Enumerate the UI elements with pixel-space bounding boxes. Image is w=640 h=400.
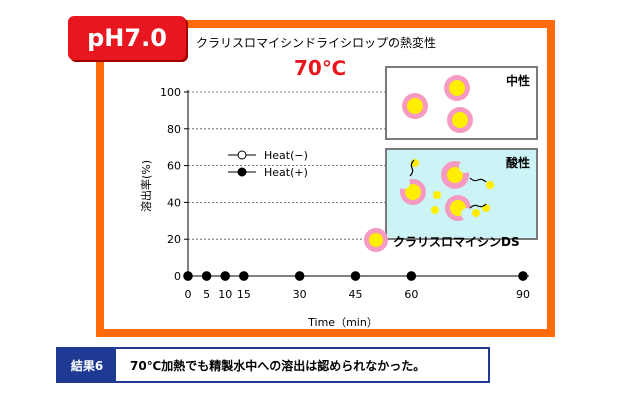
release-arrow xyxy=(409,159,415,177)
y-tick-label: 100 xyxy=(160,86,181,99)
released-drug-dot xyxy=(433,191,441,199)
acid-label: 酸性 xyxy=(505,156,530,170)
result-label: 結果6 xyxy=(58,349,116,381)
data-point-heat-plus xyxy=(220,271,230,281)
neutral-particle-3-core xyxy=(452,112,468,128)
result-text: 70℃加熱でも精製水中への溶出は認められなかった。 xyxy=(130,358,426,373)
ph-badge: pH7.0 xyxy=(68,16,186,60)
y-tick-label: 40 xyxy=(167,196,181,209)
legend-drug-particle-core xyxy=(369,233,383,247)
data-point-heat-plus xyxy=(518,271,528,281)
data-point-heat-plus xyxy=(201,271,212,281)
temperature-label: 70℃ xyxy=(294,56,347,80)
release-arrow xyxy=(469,203,487,209)
released-drug-dot xyxy=(472,209,480,217)
x-tick-label: 90 xyxy=(516,288,530,301)
acid-particle-2-core xyxy=(447,167,463,183)
data-series xyxy=(183,271,528,281)
data-point-heat-plus xyxy=(239,271,249,281)
drug-legend-label: クラリスロマイシンDS xyxy=(393,235,520,249)
legend-label: Heat(+) xyxy=(264,166,308,179)
data-point-heat-plus xyxy=(406,271,417,281)
data-point-heat-plus xyxy=(183,271,193,281)
y-tick-label: 80 xyxy=(167,123,181,136)
neutral-label: 中性 xyxy=(505,74,530,88)
released-drug-dot xyxy=(486,181,494,189)
chart-title: クラリスロマイシンドライシロップの熱変性 xyxy=(196,36,437,50)
x-tick-label: 5 xyxy=(203,288,210,301)
neutral-particle-1-core xyxy=(449,80,465,96)
grid-lines xyxy=(188,91,385,240)
legend-marker xyxy=(237,167,247,177)
released-drug-dot xyxy=(482,204,490,212)
x-tick-label: 30 xyxy=(293,288,307,301)
neutral-particle-2-core xyxy=(407,98,423,114)
x-tick-label: 0 xyxy=(185,288,192,301)
y-tick-label: 0 xyxy=(174,270,181,283)
x-tick-label: 15 xyxy=(237,288,251,301)
y-tick-label: 60 xyxy=(167,160,181,173)
acid-particle-1-opening xyxy=(398,177,410,189)
acid-particle-1-core xyxy=(405,184,421,200)
legend-label: Heat(−) xyxy=(264,149,308,162)
x-tick-label: 45 xyxy=(349,288,363,301)
x-tick-label: 60 xyxy=(404,288,418,301)
result-bar: 結果6 70℃加熱でも精製水中への溶出は認められなかった。 xyxy=(56,347,490,383)
legend: Heat(−) Heat(+) xyxy=(228,149,308,179)
y-axis-label: 溶出率(%) xyxy=(139,160,153,212)
data-point-heat-plus xyxy=(350,271,361,281)
x-axis-label: Time（min） xyxy=(307,316,378,329)
y-tick-label: 20 xyxy=(167,233,181,246)
release-arrow xyxy=(469,177,487,183)
data-point-heat-plus xyxy=(294,271,305,281)
acid-particle-3-opening xyxy=(461,208,473,220)
acid-particle-2-opening xyxy=(459,161,471,173)
x-tick-label: 10 xyxy=(218,288,232,301)
released-drug-dot xyxy=(431,206,439,214)
legend-marker xyxy=(237,150,247,160)
